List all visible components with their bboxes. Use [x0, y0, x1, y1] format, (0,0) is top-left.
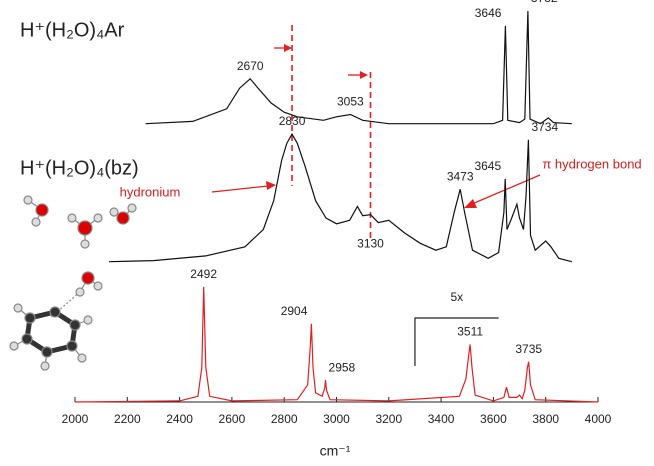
peak-label: 3645: [474, 159, 501, 173]
arrowhead: [284, 44, 292, 52]
x-tick-label: 2400: [166, 412, 193, 426]
legend-label: H⁺(H₂O)₄(bz): [20, 157, 139, 179]
annotation: π hydrogen bond: [542, 156, 641, 171]
legend-label: H⁺(H₂O)₄Ar: [20, 19, 125, 41]
annotation: hydronium: [120, 184, 181, 199]
arrowhead: [464, 199, 477, 208]
peak-label: 2904: [281, 304, 308, 318]
arrow: [212, 186, 268, 192]
x-tick-label: 3800: [532, 412, 559, 426]
x-axis-label: cm⁻¹: [320, 443, 351, 459]
x-tick-label: 2800: [271, 412, 298, 426]
molecule: [10, 196, 136, 370]
peak-label: 2670: [237, 59, 264, 73]
peak-label: 3053: [337, 95, 364, 109]
peak-label: 3646: [475, 6, 502, 20]
x-tick-label: 3200: [375, 412, 402, 426]
scale-marker-label: 5x: [450, 290, 463, 304]
peak-label: 2830: [279, 114, 306, 128]
peak-label: 3735: [515, 342, 542, 356]
x-tick-label: 2600: [219, 412, 246, 426]
x-tick-label: 2200: [114, 412, 141, 426]
arrowhead: [266, 181, 276, 190]
peak-label: 3473: [447, 169, 474, 183]
x-tick-label: 3600: [480, 412, 507, 426]
chart: hydronium π hydrogen bond cm⁻¹ 2000 2200 2…: [0, 0, 654, 466]
x-tick-label: 3000: [323, 412, 350, 426]
peak-label: 2958: [329, 360, 356, 374]
arrowhead: [360, 71, 368, 79]
x-tick-label: 3400: [428, 412, 455, 426]
x-tick-label: 2000: [62, 412, 89, 426]
peak-label: 2492: [190, 267, 217, 281]
peak-label: 3511: [457, 325, 483, 339]
peak-label: 3732: [531, 0, 558, 5]
peak-label: 3734: [531, 120, 558, 134]
peak-label: 3130: [357, 237, 384, 251]
x-tick-label: 4000: [585, 412, 612, 426]
